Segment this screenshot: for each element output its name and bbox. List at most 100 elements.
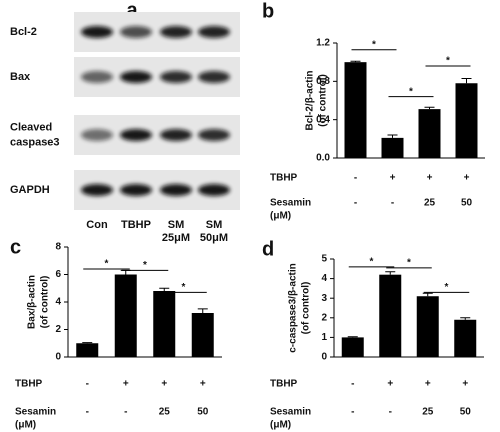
condition-value: + bbox=[425, 379, 431, 390]
significance-label: * bbox=[105, 259, 109, 270]
panel-letter: c bbox=[10, 236, 21, 258]
y-tick-label: 0.8 bbox=[316, 76, 330, 87]
condition-value: - bbox=[124, 407, 127, 418]
lane-label: TBHP bbox=[121, 219, 151, 231]
y-tick-label: 8 bbox=[55, 242, 61, 253]
blot-band bbox=[120, 184, 152, 196]
condition-name: (μM) bbox=[270, 420, 291, 431]
bar bbox=[418, 109, 441, 158]
condition-value: 50 bbox=[461, 198, 473, 209]
condition-value: - bbox=[354, 173, 357, 184]
condition-value: 25 bbox=[424, 198, 436, 209]
y-tick-label: 0.0 bbox=[316, 153, 330, 164]
lane-label: 50μM bbox=[200, 232, 228, 244]
bar bbox=[114, 274, 137, 357]
y-tick-label: 0 bbox=[321, 352, 327, 363]
y-tick-label: 2 bbox=[321, 312, 327, 323]
condition-name: Sesamin bbox=[270, 198, 311, 209]
row-label: GAPDH bbox=[10, 184, 50, 196]
condition-value: + bbox=[123, 379, 129, 390]
bar bbox=[454, 319, 477, 357]
bar bbox=[191, 313, 214, 357]
condition-name: (μM) bbox=[270, 211, 291, 222]
y-tick-label: 5 bbox=[321, 254, 327, 265]
lane-label: 25μM bbox=[162, 232, 190, 244]
y-axis-label: (of control) bbox=[40, 276, 51, 329]
y-axis-label: (of control) bbox=[318, 74, 329, 127]
blot-band bbox=[198, 129, 230, 141]
condition-name: Sesamin bbox=[270, 407, 311, 418]
y-tick-label: 2 bbox=[55, 324, 61, 335]
y-tick-label: 6 bbox=[55, 269, 61, 280]
blot-band bbox=[81, 184, 113, 196]
bar bbox=[76, 343, 99, 357]
bar bbox=[379, 274, 402, 357]
lane-label: Con bbox=[86, 219, 108, 231]
bar bbox=[341, 337, 364, 357]
blot-band bbox=[160, 184, 192, 196]
row-label: caspase3 bbox=[10, 136, 60, 148]
condition-value: 50 bbox=[197, 407, 209, 418]
y-axis-label: Bax/β-actin bbox=[27, 275, 38, 329]
row-label: Cleaved bbox=[10, 121, 52, 133]
error-bar bbox=[347, 336, 358, 338]
error-bar bbox=[350, 60, 361, 63]
blot-band bbox=[120, 129, 152, 141]
y-axis-label: Bcl-2/β-actin bbox=[305, 70, 316, 130]
lane-label: SM bbox=[206, 219, 223, 231]
bar bbox=[381, 137, 404, 158]
condition-value: - bbox=[354, 198, 357, 209]
condition-value: + bbox=[387, 379, 393, 390]
blot-band bbox=[160, 71, 192, 83]
row-label: Bax bbox=[10, 71, 31, 83]
error-bar bbox=[460, 317, 471, 320]
error-bar bbox=[424, 106, 435, 110]
blot-band bbox=[120, 71, 152, 83]
significance-label: * bbox=[445, 282, 449, 293]
bar bbox=[344, 62, 367, 158]
condition-name: TBHP bbox=[270, 379, 298, 390]
blot-band bbox=[120, 26, 152, 38]
condition-value: - bbox=[391, 198, 394, 209]
condition-value: - bbox=[86, 379, 89, 390]
condition-value: + bbox=[200, 379, 206, 390]
y-tick-label: 3 bbox=[321, 293, 327, 304]
condition-value: 25 bbox=[422, 407, 434, 418]
condition-value: + bbox=[462, 379, 468, 390]
blot-band bbox=[198, 71, 230, 83]
significance-label: * bbox=[143, 260, 147, 271]
blot-band bbox=[81, 26, 113, 38]
error-bar bbox=[387, 134, 398, 138]
condition-value: + bbox=[427, 173, 433, 184]
condition-value: 50 bbox=[460, 407, 472, 418]
significance-label: * bbox=[182, 282, 186, 293]
panel-letter: d bbox=[262, 238, 274, 260]
condition-value: - bbox=[389, 407, 392, 418]
significance-label: * bbox=[372, 39, 376, 50]
row-label: Bcl-2 bbox=[10, 26, 37, 38]
blot-band bbox=[81, 129, 113, 141]
bar bbox=[416, 296, 439, 357]
y-tick-label: 4 bbox=[55, 297, 61, 308]
significance-label: * bbox=[407, 257, 411, 268]
significance-label: * bbox=[446, 56, 450, 67]
error-bar bbox=[159, 287, 170, 291]
condition-name: TBHP bbox=[270, 173, 298, 184]
condition-value: - bbox=[351, 379, 354, 390]
bar bbox=[455, 83, 478, 158]
y-tick-label: 4 bbox=[321, 273, 327, 284]
error-bar bbox=[82, 342, 93, 344]
error-bar bbox=[422, 292, 433, 297]
error-bar bbox=[385, 271, 396, 275]
blot-band bbox=[160, 26, 192, 38]
condition-value: - bbox=[351, 407, 354, 418]
significance-label: * bbox=[409, 86, 413, 97]
blot-band bbox=[81, 71, 113, 83]
condition-value: + bbox=[464, 173, 470, 184]
condition-name: TBHP bbox=[15, 379, 43, 390]
condition-value: - bbox=[86, 407, 89, 418]
error-bar bbox=[120, 269, 131, 275]
significance-label: * bbox=[370, 256, 374, 267]
y-tick-label: 0.4 bbox=[316, 114, 330, 125]
